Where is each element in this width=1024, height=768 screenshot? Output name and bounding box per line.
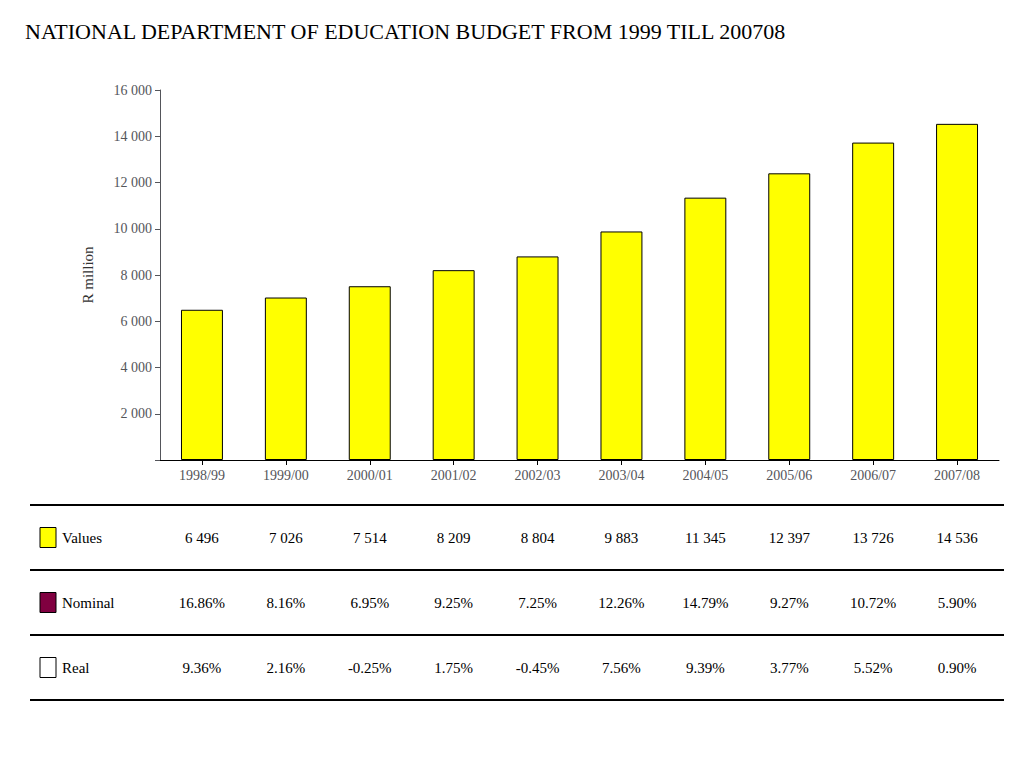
svg-text:14 536: 14 536 <box>936 530 978 546</box>
svg-text:8 000: 8 000 <box>121 268 153 283</box>
svg-text:9.25%: 9.25% <box>434 595 473 611</box>
svg-text:4 000: 4 000 <box>121 360 153 375</box>
svg-text:9.27%: 9.27% <box>770 595 809 611</box>
svg-text:Real: Real <box>62 660 90 676</box>
svg-text:2 000: 2 000 <box>121 406 153 421</box>
svg-text:2005/06: 2005/06 <box>766 468 812 483</box>
svg-text:13 726: 13 726 <box>853 530 895 546</box>
svg-text:7 514: 7 514 <box>353 530 387 546</box>
svg-text:-0.45%: -0.45% <box>516 660 560 676</box>
svg-text:6 496: 6 496 <box>185 530 219 546</box>
svg-text:8 209: 8 209 <box>437 530 471 546</box>
svg-text:6.95%: 6.95% <box>350 595 389 611</box>
svg-text:14 000: 14 000 <box>114 129 153 144</box>
svg-text:Values: Values <box>62 530 102 546</box>
svg-text:9 883: 9 883 <box>605 530 639 546</box>
svg-text:2003/04: 2003/04 <box>599 468 645 483</box>
svg-text:9.39%: 9.39% <box>686 660 725 676</box>
svg-text:-0.25%: -0.25% <box>348 660 392 676</box>
svg-text:2006/07: 2006/07 <box>850 468 896 483</box>
svg-text:2007/08: 2007/08 <box>934 468 980 483</box>
svg-text:16 000: 16 000 <box>114 83 153 98</box>
svg-text:1999/00: 1999/00 <box>263 468 309 483</box>
svg-text:Nominal: Nominal <box>62 595 115 611</box>
svg-text:12 000: 12 000 <box>114 175 153 190</box>
svg-text:1998/99: 1998/99 <box>179 468 225 483</box>
svg-text:0.90%: 0.90% <box>938 660 977 676</box>
svg-text:6 000: 6 000 <box>121 314 153 329</box>
svg-text:12.26%: 12.26% <box>598 595 644 611</box>
svg-text:9.36%: 9.36% <box>183 660 222 676</box>
svg-text:NATIONAL DEPARTMENT OF EDUCATI: NATIONAL DEPARTMENT OF EDUCATION BUDGET … <box>25 19 785 44</box>
svg-text:5.90%: 5.90% <box>938 595 977 611</box>
svg-text:2000/01: 2000/01 <box>347 468 393 483</box>
svg-text:16.86%: 16.86% <box>179 595 225 611</box>
svg-text:3.77%: 3.77% <box>770 660 809 676</box>
svg-text:R million: R million <box>80 246 96 304</box>
svg-text:8.16%: 8.16% <box>266 595 305 611</box>
svg-text:8 804: 8 804 <box>521 530 555 546</box>
svg-text:12 397: 12 397 <box>769 530 811 546</box>
svg-text:14.79%: 14.79% <box>682 595 728 611</box>
svg-text:11 345: 11 345 <box>685 530 726 546</box>
svg-text:5.52%: 5.52% <box>854 660 893 676</box>
svg-text:7.25%: 7.25% <box>518 595 557 611</box>
svg-text:2001/02: 2001/02 <box>431 468 477 483</box>
svg-text:2002/03: 2002/03 <box>515 468 561 483</box>
svg-text:1.75%: 1.75% <box>434 660 473 676</box>
svg-text:10.72%: 10.72% <box>850 595 896 611</box>
svg-text:10 000: 10 000 <box>114 221 153 236</box>
svg-text:7 026: 7 026 <box>269 530 303 546</box>
svg-text:7.56%: 7.56% <box>602 660 641 676</box>
svg-text:2004/05: 2004/05 <box>682 468 728 483</box>
svg-text:2.16%: 2.16% <box>266 660 305 676</box>
